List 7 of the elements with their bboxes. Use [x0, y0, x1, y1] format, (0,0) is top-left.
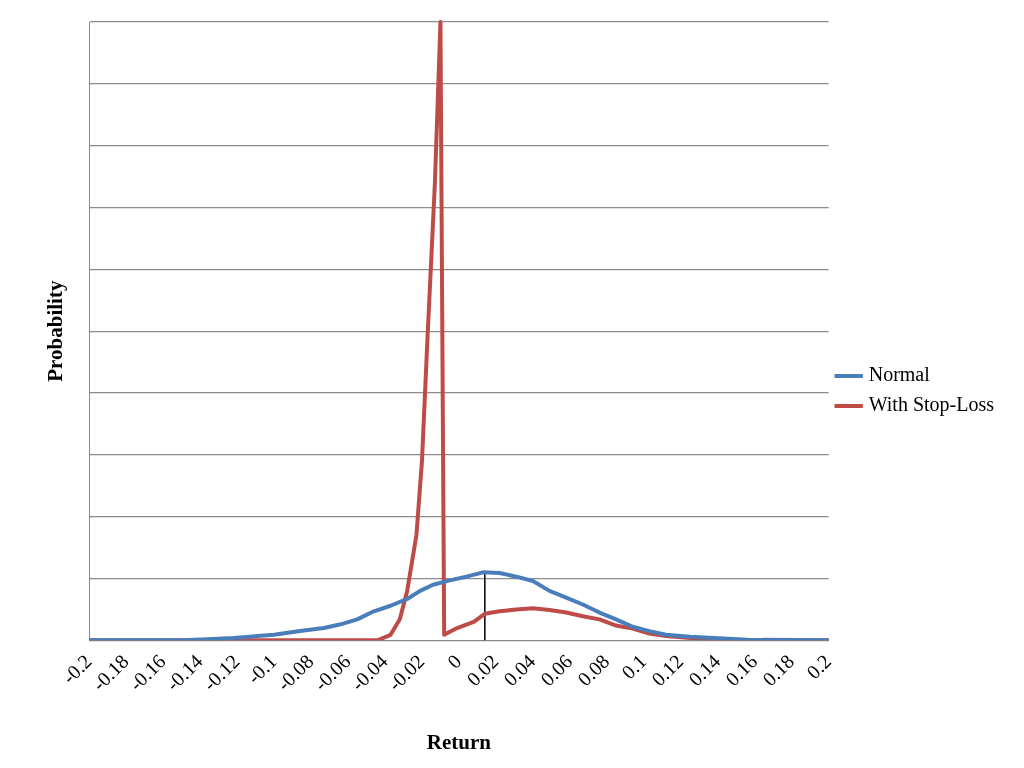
legend-label: Normal — [868, 363, 931, 386]
x-axis-title: Return — [426, 729, 492, 754]
x-tick-label: 0.2 — [801, 649, 836, 684]
x-tick-label: -0.2 — [57, 649, 96, 688]
x-tick-label: -0.1 — [242, 649, 281, 688]
y-axis-title: Probability — [43, 280, 68, 382]
legend-label: With Stop-Loss — [868, 393, 995, 417]
